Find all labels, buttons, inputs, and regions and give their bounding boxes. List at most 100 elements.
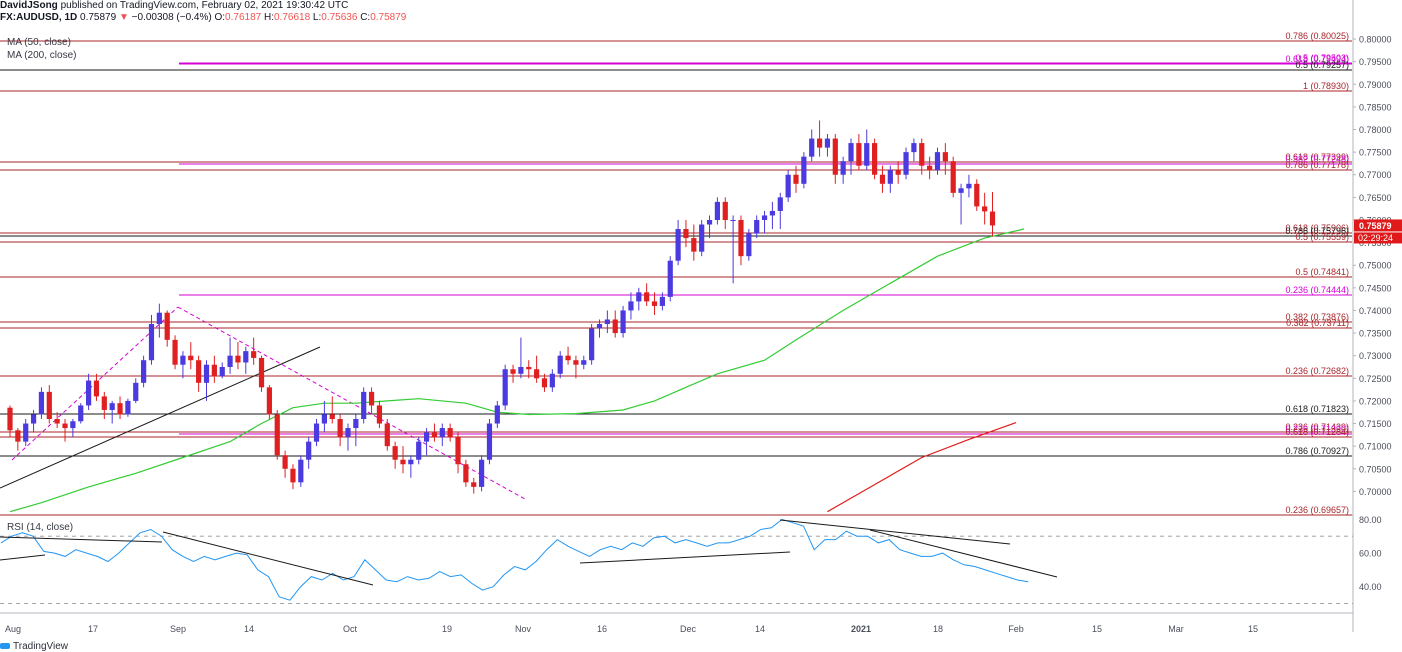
candle-body[interactable] <box>612 319 618 334</box>
candle-body[interactable] <box>479 459 485 487</box>
candle-body[interactable] <box>644 292 650 302</box>
rsi-legend[interactable]: RSI (14, close) <box>7 522 74 533</box>
candle-body[interactable] <box>46 391 52 420</box>
candle-body[interactable] <box>408 459 414 465</box>
candle-body[interactable] <box>156 312 162 325</box>
candle-body[interactable] <box>958 188 964 193</box>
candle-body[interactable] <box>227 355 233 367</box>
candle-body[interactable] <box>903 152 909 175</box>
candle-body[interactable] <box>565 355 571 361</box>
last-price-badge[interactable] <box>1354 219 1402 232</box>
candle-body[interactable] <box>832 138 838 175</box>
candle-body[interactable] <box>313 423 320 442</box>
candle-body[interactable] <box>793 174 799 184</box>
candle-body[interactable] <box>620 310 626 334</box>
candle-body[interactable] <box>942 152 948 162</box>
candle-body[interactable] <box>54 419 60 424</box>
candle-body[interactable] <box>777 197 783 211</box>
candle-body[interactable] <box>321 414 327 424</box>
candles[interactable] <box>7 120 996 494</box>
candle-body[interactable] <box>919 143 925 166</box>
candle-body[interactable] <box>494 405 500 424</box>
candle-body[interactable] <box>801 156 807 184</box>
candle-body[interactable] <box>141 360 147 383</box>
candle-body[interactable] <box>243 351 249 363</box>
candle-body[interactable] <box>93 380 100 397</box>
candle-body[interactable] <box>573 360 579 365</box>
candle-body[interactable] <box>549 373 555 388</box>
candle-body[interactable] <box>604 319 610 325</box>
candle-body[interactable] <box>769 210 776 216</box>
candle-body[interactable] <box>203 364 210 383</box>
candle-body[interactable] <box>219 366 225 377</box>
candle-body[interactable] <box>974 183 980 207</box>
candle-body[interactable] <box>172 339 178 365</box>
author-name[interactable]: DavidJSong <box>0 0 58 11</box>
candle-body[interactable] <box>117 403 123 415</box>
price-axis[interactable]: 0.80000 0.79500 0.79000 0.78500 0.78000 0.775… <box>1353 35 1402 593</box>
candle-body[interactable] <box>809 138 815 157</box>
candle-body[interactable] <box>840 161 846 175</box>
candle-body[interactable] <box>636 292 642 302</box>
candle-body[interactable] <box>376 405 383 424</box>
candle-body[interactable] <box>934 152 941 171</box>
candle-body[interactable] <box>274 414 280 456</box>
candle-body[interactable] <box>196 360 202 383</box>
candle-body[interactable] <box>738 219 744 257</box>
candle-body[interactable] <box>699 224 705 252</box>
candle-body[interactable] <box>329 414 335 420</box>
candle-body[interactable] <box>447 428 453 438</box>
candle-body[interactable] <box>180 355 186 365</box>
candle-body[interactable] <box>746 233 752 257</box>
candle-body[interactable] <box>23 423 29 442</box>
candle-body[interactable] <box>125 400 131 415</box>
candle-body[interactable] <box>651 301 658 306</box>
time-axis[interactable]: Aug 17 Sep 14 Oct 19 Nov 16 Dec 14 2021 18 Feb 15 Mar 1… <box>5 624 1258 634</box>
candle-body[interactable] <box>864 143 870 166</box>
candle-body[interactable] <box>211 364 217 377</box>
candle-body[interactable] <box>872 143 878 175</box>
candle-body[interactable] <box>400 459 406 465</box>
candle-body[interactable] <box>298 459 304 483</box>
candle-body[interactable] <box>730 219 736 221</box>
candle-body[interactable] <box>384 423 390 447</box>
candle-body[interactable] <box>950 161 956 193</box>
candle-body[interactable] <box>895 170 901 175</box>
candle-body[interactable] <box>659 296 665 306</box>
candle-body[interactable] <box>455 437 461 465</box>
candle-body[interactable] <box>714 201 720 220</box>
candle-body[interactable] <box>423 432 430 442</box>
candle-body[interactable] <box>439 428 445 438</box>
candle-body[interactable] <box>683 229 689 239</box>
candle-body[interactable] <box>416 441 422 460</box>
candle-body[interactable] <box>235 355 241 363</box>
candle-body[interactable] <box>589 328 595 361</box>
candle-body[interactable] <box>164 312 170 340</box>
candle-body[interactable] <box>353 419 359 429</box>
candle-body[interactable] <box>824 138 831 148</box>
candle-body[interactable] <box>471 482 477 487</box>
candle-body[interactable] <box>258 357 265 388</box>
candle-body[interactable] <box>486 423 493 460</box>
candle-body[interactable] <box>282 455 288 469</box>
candle-body[interactable] <box>251 351 257 358</box>
ma50-legend[interactable]: MA (50, close) <box>7 37 71 48</box>
candle-body[interactable] <box>62 423 68 429</box>
candle-body[interactable] <box>30 414 37 424</box>
candle-body[interactable] <box>502 369 508 406</box>
candle-body[interactable] <box>911 143 917 153</box>
symbol-title[interactable]: FX:AUDUSD, 1D <box>0 12 78 23</box>
candle-body[interactable] <box>510 369 516 374</box>
candle-body[interactable] <box>345 428 351 438</box>
candle-body[interactable] <box>188 355 194 361</box>
candle-body[interactable] <box>706 219 713 225</box>
candle-body[interactable] <box>78 405 84 422</box>
candle-body[interactable] <box>266 387 272 415</box>
candle-body[interactable] <box>133 382 139 401</box>
candle-body[interactable] <box>754 219 760 234</box>
candle-body[interactable] <box>557 355 563 374</box>
candle-body[interactable] <box>290 468 296 483</box>
candle-body[interactable] <box>306 441 312 460</box>
candle-body[interactable] <box>761 215 768 220</box>
candle-body[interactable] <box>887 170 893 184</box>
